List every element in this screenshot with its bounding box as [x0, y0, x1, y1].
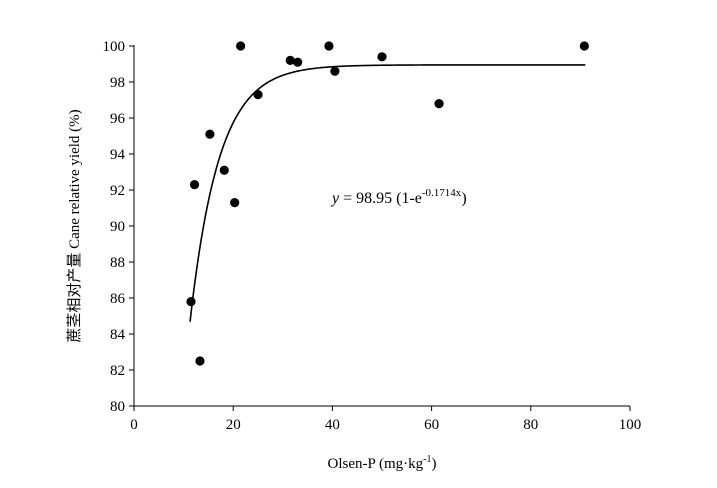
equation-close: )	[461, 190, 466, 207]
x-tick-label: 40	[325, 417, 340, 433]
y-tick-label: 96	[110, 111, 126, 127]
x-axis-ticks: 0 20 40 60 80 100	[130, 406, 641, 433]
data-point	[189, 180, 200, 190]
y-axis-label: 蔗茎相对产量 Cane relative yield (%)	[66, 109, 83, 342]
equation-exponent: -0.1714x	[422, 187, 462, 199]
x-tick-label: 20	[226, 417, 241, 433]
data-point	[205, 129, 215, 139]
y-tick-label: 82	[110, 363, 125, 379]
y-axis-ticks: 80 82 84 86 88 90 92 94 96 98 100	[103, 39, 134, 415]
y-tick-label: 84	[110, 327, 126, 343]
data-point	[253, 90, 263, 100]
y-tick-label: 88	[110, 255, 125, 271]
data-point	[293, 57, 303, 67]
fit-equation: y = 98.95 (1-e-0.1714x)	[330, 187, 467, 207]
data-point	[236, 41, 246, 51]
x-tick-label: 80	[523, 417, 538, 433]
y-tick-label: 80	[110, 399, 125, 415]
data-point	[285, 55, 295, 65]
x-axis-label-sup: -1	[423, 454, 431, 465]
x-axis-label: Olsen-P (mg·kg-1)	[327, 454, 436, 472]
y-tick-label: 86	[110, 291, 126, 307]
x-tick-label: 60	[424, 417, 439, 433]
x-tick-label: 0	[130, 417, 138, 433]
data-point	[579, 41, 589, 51]
data-point	[330, 66, 340, 76]
equation-lhs: y	[330, 190, 340, 207]
x-tick-label: 100	[619, 417, 642, 433]
y-tick-label: 98	[110, 75, 125, 91]
x-axis-label-main: Olsen-P (mg·kg	[327, 456, 423, 472]
equation-rhs: = 98.95 (1-e	[339, 190, 422, 207]
y-tick-label: 92	[110, 183, 125, 199]
data-point	[324, 41, 334, 51]
x-axis-label-end: )	[432, 456, 437, 472]
data-point	[186, 297, 196, 307]
y-tick-label: 94	[110, 147, 126, 163]
data-point	[377, 52, 387, 62]
data-point	[434, 99, 444, 109]
data-point	[230, 198, 240, 208]
axes	[133, 45, 630, 407]
data-point	[195, 356, 205, 366]
y-tick-label: 100	[103, 39, 126, 55]
y-tick-label: 90	[110, 219, 125, 235]
data-point	[219, 165, 229, 175]
data-points	[186, 41, 589, 366]
